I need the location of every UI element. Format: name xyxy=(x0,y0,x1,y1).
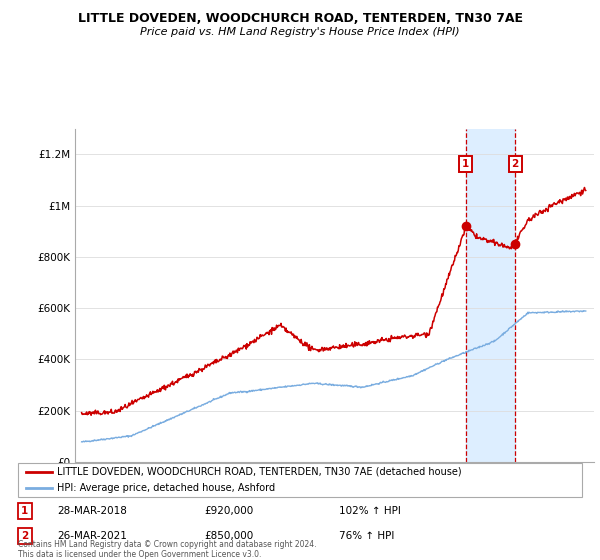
Text: 2: 2 xyxy=(21,531,28,541)
Text: 28-MAR-2018: 28-MAR-2018 xyxy=(58,506,127,516)
Text: 1: 1 xyxy=(462,159,469,169)
Text: HPI: Average price, detached house, Ashford: HPI: Average price, detached house, Ashf… xyxy=(58,483,275,493)
Text: £850,000: £850,000 xyxy=(204,531,253,541)
Text: 26-MAR-2021: 26-MAR-2021 xyxy=(58,531,127,541)
FancyBboxPatch shape xyxy=(18,463,582,497)
Text: 1: 1 xyxy=(21,506,28,516)
Text: Price paid vs. HM Land Registry's House Price Index (HPI): Price paid vs. HM Land Registry's House … xyxy=(140,27,460,37)
Bar xyxy=(466,129,515,462)
Text: 102% ↑ HPI: 102% ↑ HPI xyxy=(340,506,401,516)
Text: LITTLE DOVEDEN, WOODCHURCH ROAD, TENTERDEN, TN30 7AE: LITTLE DOVEDEN, WOODCHURCH ROAD, TENTERD… xyxy=(77,12,523,25)
Text: 2: 2 xyxy=(512,159,519,169)
Text: 76% ↑ HPI: 76% ↑ HPI xyxy=(340,531,395,541)
Text: £920,000: £920,000 xyxy=(204,506,253,516)
Text: Contains HM Land Registry data © Crown copyright and database right 2024.
This d: Contains HM Land Registry data © Crown c… xyxy=(18,540,317,559)
Text: LITTLE DOVEDEN, WOODCHURCH ROAD, TENTERDEN, TN30 7AE (detached house): LITTLE DOVEDEN, WOODCHURCH ROAD, TENTERD… xyxy=(58,466,462,477)
